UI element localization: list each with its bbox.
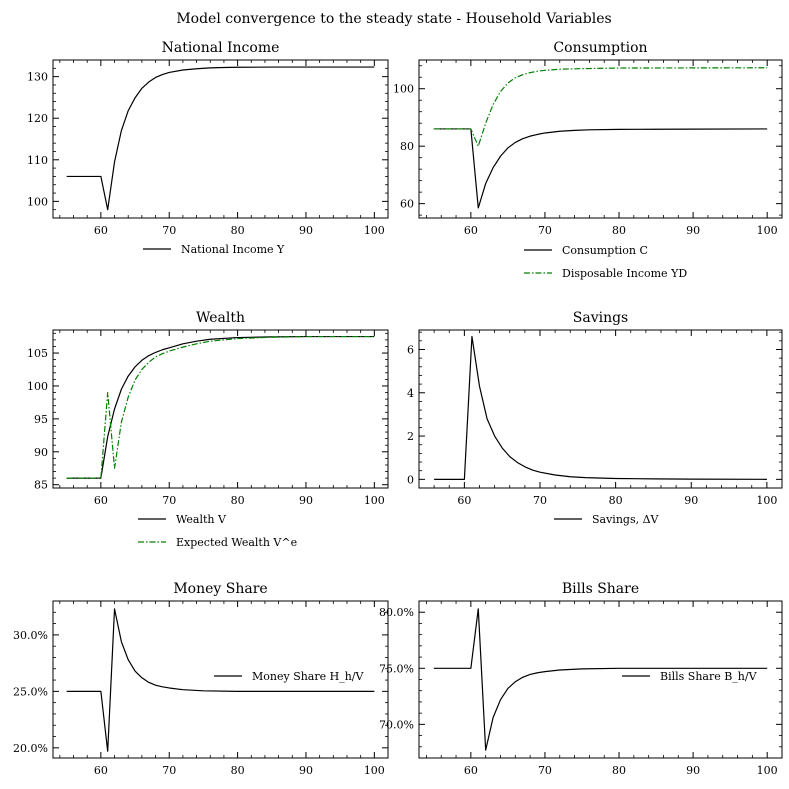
y-tick-label: 100 — [27, 195, 48, 208]
x-tick-label: 70 — [533, 494, 547, 507]
x-tick-label: 90 — [686, 764, 700, 777]
chart-title: Money Share — [173, 581, 267, 597]
y-tick-label: 95 — [34, 413, 48, 426]
y-tick-label: 6 — [407, 343, 414, 356]
x-tick-label: 90 — [299, 224, 313, 237]
y-tick-label: 80 — [400, 140, 414, 153]
legend: Wealth V Expected Wealth V^e — [138, 513, 297, 549]
x-tick-label: 100 — [364, 224, 385, 237]
x-tick-label: 70 — [162, 224, 176, 237]
x-tick-label: 100 — [364, 764, 385, 777]
chart-title: National Income — [162, 40, 280, 56]
x-tick-label: 90 — [299, 764, 313, 777]
chart-savings: Savings 60 70 80 90 100 0 2 4 6 Savings, ΔV — [407, 310, 783, 526]
x-tick-label: 70 — [538, 224, 552, 237]
plot-frame — [52, 600, 389, 759]
plot-frame — [52, 329, 389, 489]
x-tick-label: 90 — [686, 224, 700, 237]
x-tick-label: 80 — [612, 224, 626, 237]
x-tick-label: 60 — [94, 764, 108, 777]
legend: Bills Share B_h/V — [622, 670, 758, 683]
x-tick-label: 100 — [757, 764, 778, 777]
series-line-money-share-h-h-v — [66, 608, 375, 752]
y-tick-label: 30.0% — [13, 629, 48, 642]
legend-label: Bills Share B_h/V — [660, 670, 758, 683]
chart-title: Wealth — [196, 310, 245, 326]
legend-label: National Income Y — [181, 243, 285, 256]
x-tick-label: 100 — [756, 494, 777, 507]
x-tick-label: 60 — [457, 494, 471, 507]
legend-label: Consumption C — [562, 244, 648, 257]
y-tick-label: 20.0% — [13, 742, 48, 755]
y-tick-label: 130 — [27, 71, 48, 84]
y-tick-label: 85 — [34, 479, 48, 492]
legend-label: Wealth V — [176, 513, 227, 526]
x-tick-label: 90 — [684, 494, 698, 507]
legend-label: Money Share H_h/V — [252, 670, 365, 683]
x-tick-label: 80 — [231, 764, 245, 777]
x-tick-label: 80 — [231, 224, 245, 237]
x-tick-label: 70 — [162, 494, 176, 507]
y-tick-label: 90 — [34, 446, 48, 459]
chart-title: Savings — [573, 310, 629, 326]
y-tick-label: 105 — [27, 347, 48, 360]
y-tick-label: 80.0% — [379, 606, 414, 619]
x-tick-label: 100 — [364, 494, 385, 507]
chart-national-income: National Income 60 70 80 90 100 100 110 120 130 Na… — [27, 40, 389, 256]
legend: Money Share H_h/V — [214, 670, 365, 683]
legend-label: Savings, ΔV — [592, 513, 660, 526]
series-line-expected-wealth-v-e — [66, 335, 375, 479]
x-tick-label: 100 — [757, 224, 778, 237]
legend: Savings, ΔV — [554, 513, 660, 526]
legend: National Income Y — [143, 243, 285, 256]
y-tick-label: 100 — [393, 83, 414, 96]
y-tick-label: 2 — [407, 430, 414, 443]
y-tick-label: 60 — [400, 198, 414, 211]
chart-wealth: Wealth 60 70 80 90 100 85 90 95 100 105 Wealth V Exp… — [27, 310, 389, 549]
y-tick-label: 75.0% — [379, 662, 414, 675]
x-tick-label: 90 — [299, 494, 313, 507]
x-tick-label: 80 — [609, 494, 623, 507]
x-tick-label: 60 — [464, 764, 478, 777]
y-tick-label: 100 — [27, 380, 48, 393]
chart-title: Bills Share — [562, 581, 639, 597]
chart-money-share: Money Share 60 70 80 90 100 20.0% 25.0% 30.0% Mon… — [13, 581, 389, 777]
x-tick-label: 60 — [464, 224, 478, 237]
chart-consumption: Consumption 60 70 80 90 100 60 80 100 Consumption… — [393, 40, 783, 280]
legend: Consumption C Disposable Income YD — [524, 244, 687, 280]
plot-frame — [418, 59, 783, 219]
series-line-bills-share-b-h-v — [433, 608, 768, 751]
y-tick-label: 120 — [27, 112, 48, 125]
y-tick-label: 70.0% — [379, 718, 414, 731]
legend-label: Expected Wealth V^e — [176, 536, 297, 549]
x-tick-label: 60 — [94, 494, 108, 507]
chart-bills-share: Bills Share 60 70 80 90 100 70.0% 75.0% 80.0% Bil… — [379, 581, 783, 777]
legend-label: Disposable Income YD — [562, 267, 687, 280]
x-tick-label: 80 — [612, 764, 626, 777]
plot-frame — [52, 59, 389, 219]
y-tick-label: 4 — [407, 387, 414, 400]
series-line-national-income-y — [66, 66, 375, 211]
y-tick-label: 0 — [407, 473, 414, 486]
series-line-disposable-income-yd — [433, 67, 768, 147]
series-line-savings-v — [434, 335, 767, 480]
x-tick-label: 60 — [94, 224, 108, 237]
x-tick-label: 70 — [538, 764, 552, 777]
chart-title: Consumption — [553, 40, 647, 56]
y-tick-label: 110 — [27, 154, 48, 167]
y-tick-label: 25.0% — [13, 685, 48, 698]
x-tick-label: 80 — [231, 494, 245, 507]
figure-suptitle: Model convergence to the steady state - … — [176, 11, 611, 27]
x-tick-label: 70 — [162, 764, 176, 777]
